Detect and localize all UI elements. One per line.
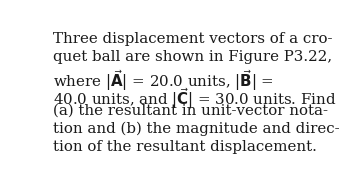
Text: tion of the resultant displacement.: tion of the resultant displacement. xyxy=(53,140,317,154)
Text: (a) the resultant in unit-vector nota-: (a) the resultant in unit-vector nota- xyxy=(53,104,328,118)
Text: quet ball are shown in Figure P3.22,: quet ball are shown in Figure P3.22, xyxy=(53,50,332,64)
Text: where $|\vec{\mathbf{A}}|$ = 20.0 units, $|\vec{\mathbf{B}}|$ =: where $|\vec{\mathbf{A}}|$ = 20.0 units,… xyxy=(53,68,274,93)
Text: Three displacement vectors of a cro-: Three displacement vectors of a cro- xyxy=(53,32,333,46)
Text: 40.0 units, and $|\vec{\mathbf{C}}|$ = 30.0 units. Find: 40.0 units, and $|\vec{\mathbf{C}}|$ = 3… xyxy=(53,86,336,111)
Text: tion and (b) the magnitude and direc-: tion and (b) the magnitude and direc- xyxy=(53,122,340,136)
